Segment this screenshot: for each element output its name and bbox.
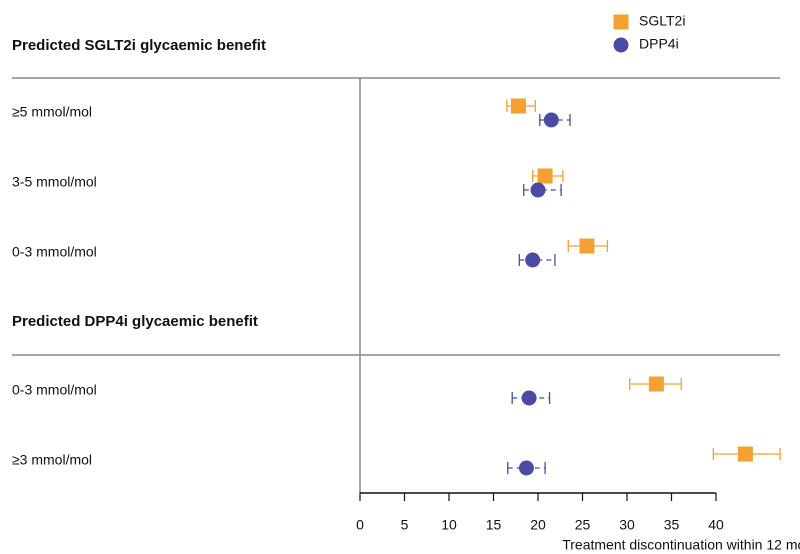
marker (521, 390, 537, 406)
row-label: 0-3 mmol/mol (12, 244, 97, 260)
legend-marker (613, 37, 629, 53)
x-tick-label: 0 (356, 517, 364, 533)
row-label: 0-3 mmol/mol (12, 382, 97, 398)
group-title: Predicted DPP4i glycaemic benefit (12, 313, 258, 330)
marker (648, 376, 664, 392)
marker (525, 252, 541, 268)
marker (737, 446, 753, 462)
marker (579, 238, 595, 254)
row-label: ≥5 mmol/mol (12, 104, 92, 120)
marker (537, 168, 553, 184)
x-tick-label: 10 (441, 517, 457, 533)
marker (518, 460, 534, 476)
x-tick-label: 20 (530, 517, 546, 533)
x-tick-label: 30 (619, 517, 635, 533)
x-tick-label: 35 (664, 517, 680, 533)
legend-marker (613, 14, 629, 30)
marker (530, 182, 546, 198)
x-tick-label: 40 (708, 517, 724, 533)
x-tick-label: 15 (486, 517, 502, 533)
group-title: Predicted SGLT2i glycaemic benefit (12, 37, 266, 54)
marker (510, 98, 526, 114)
row-label: 3-5 mmol/mol (12, 174, 97, 190)
x-tick-label: 25 (575, 517, 591, 533)
row-label: ≥3 mmol/mol (12, 452, 92, 468)
x-axis-label: Treatment discontinuation within 12 mont… (562, 537, 800, 553)
legend-label: SGLT2i (639, 13, 685, 29)
x-tick-label: 5 (401, 517, 409, 533)
legend-label: DPP4i (639, 36, 679, 52)
marker (543, 112, 559, 128)
